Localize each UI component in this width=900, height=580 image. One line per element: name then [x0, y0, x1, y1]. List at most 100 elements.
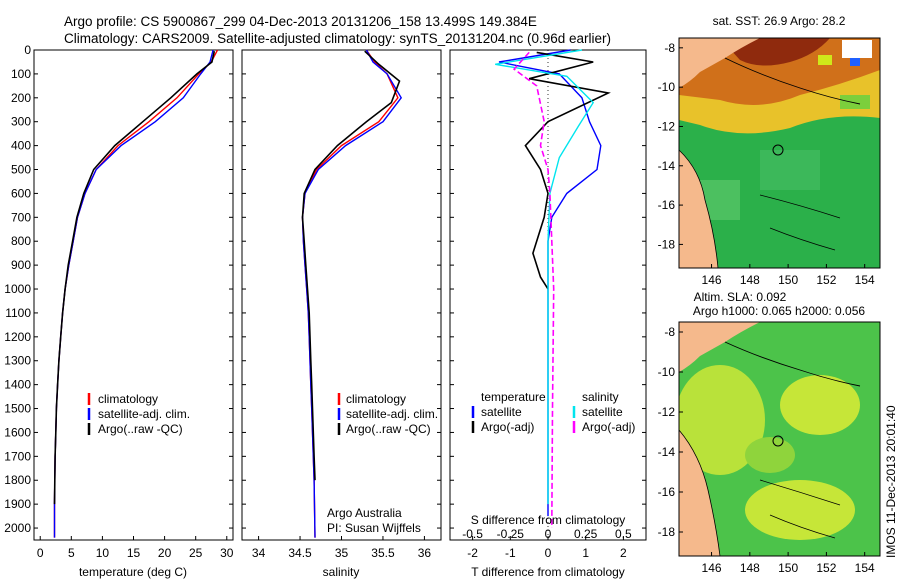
map-y-tick-label: -16 [658, 485, 676, 499]
map-y-tick-label: -14 [658, 445, 676, 459]
sla-map-frame [678, 321, 881, 557]
x-tick-label: 1 [582, 546, 589, 560]
sla-map-title-2: Argo h1000: 0.065 h2000: 0.056 [693, 304, 865, 318]
x-tick-label: 2 [620, 546, 627, 560]
map-x-tick-label: 152 [816, 273, 836, 287]
y-tick-label: 1200 [4, 330, 31, 344]
s-difference-label: S difference from climatology [471, 513, 626, 527]
sla-mid-patch [745, 437, 795, 473]
sla-map-title-1: Altim. SLA: 0.092 [694, 290, 787, 304]
top-tick-label: 0.25 [574, 527, 598, 541]
map-y-tick-label: -14 [658, 159, 676, 173]
y-tick-label: 100 [11, 67, 31, 81]
map-y-tick-label: -12 [658, 405, 676, 419]
legend-label-temp-satellite: satellite [481, 405, 522, 419]
top-tick-label: -0.5 [462, 527, 483, 541]
sla-coastline [724, 341, 861, 387]
map-x-tick-label: 154 [855, 273, 875, 287]
legend-label-temp-argo: Argo(-adj) [481, 420, 534, 434]
x-tick-label: 34 [252, 546, 266, 560]
y-tick-label: 300 [11, 115, 31, 129]
y-tick-label: 2000 [4, 521, 31, 535]
top-tick-label: -0.25 [497, 527, 525, 541]
sst-patch [760, 150, 820, 190]
difference-legend: temperature salinity satellite Argo(-adj… [471, 390, 635, 434]
x-tick-label: 0 [37, 546, 44, 560]
y-tick-label: 1000 [4, 282, 31, 296]
series-line-2 [53, 51, 216, 505]
salinity-axes [241, 49, 442, 541]
x-tick-label: -2 [467, 546, 478, 560]
map-x-tick-label: 148 [740, 273, 760, 287]
sla-reef [759, 479, 841, 539]
sst-patch [842, 40, 872, 58]
map-x-tick-label: 152 [816, 561, 836, 575]
series-line-2 [301, 50, 401, 481]
sst-map-frame [678, 37, 881, 269]
y-tick-label: 1600 [4, 425, 31, 439]
y-tick-label: 1700 [4, 449, 31, 463]
map-y-tick-label: -8 [664, 325, 675, 339]
argo-location-marker [772, 144, 784, 156]
temperature-legend: climatology satellite-adj. clim. Argo(..… [87, 392, 190, 436]
y-tick-label: 1100 [5, 306, 31, 320]
map-y-tick-label: -10 [658, 365, 676, 379]
map-x-tick-label: 150 [778, 561, 798, 575]
header-line-2: Climatology: CARS2009. Satellite-adjuste… [64, 31, 611, 46]
sst-patch [818, 55, 832, 65]
y-tick-label: 500 [11, 163, 31, 177]
top-tick-label: 0 [545, 527, 552, 541]
x-tick-label: 35.5 [371, 546, 395, 560]
y-tick-label: 0 [24, 43, 31, 57]
salinity-panel: 34 34.5 35 35.5 36 climatology satellite-adj… [241, 49, 442, 579]
sla-land-australia [679, 429, 721, 556]
map-y-tick-label: -18 [658, 525, 676, 539]
y-tick-label: 1400 [4, 378, 31, 392]
map-y-tick-label: -18 [658, 237, 676, 251]
x-tick-label: 36 [418, 546, 432, 560]
x-tick-label: 25 [189, 546, 203, 560]
legend-label-sal-satellite: satellite [582, 405, 623, 419]
sst-land [679, 38, 760, 88]
sst-patch [840, 95, 870, 109]
x-tick-label: 0 [545, 546, 552, 560]
legend-title-temperature: temperature [481, 390, 546, 404]
salinity-legend: climatology satellite-adj. clim. Argo(..… [337, 392, 438, 436]
x-tick-label: 34.5 [288, 546, 312, 560]
sst-coastline [724, 57, 861, 105]
argo-location-marker [772, 435, 784, 447]
y-tick-label: 1500 [4, 402, 31, 416]
x-tick-label: 15 [127, 546, 141, 560]
salinity-xlabel: salinity [323, 565, 360, 579]
legend-label-climatology: climatology [346, 392, 406, 406]
y-tick-label: 1800 [4, 473, 31, 487]
y-tick-label: 600 [11, 186, 31, 200]
y-tick-label: 700 [11, 210, 31, 224]
legend-label-satellite: satellite-adj. clim. [98, 407, 190, 421]
y-tick-label: 400 [11, 139, 31, 153]
x-tick-label: -1 [505, 546, 516, 560]
y-tick-label: 1900 [4, 497, 31, 511]
map-y-tick-label: -16 [658, 198, 676, 212]
x-tick-label: 20 [158, 546, 172, 560]
map-x-tick-label: 148 [740, 561, 760, 575]
sst-hottest-band [720, 38, 830, 66]
y-tick-label: 1300 [4, 354, 31, 368]
diff-series-line-2 [495, 49, 595, 505]
diff-series-line-3 [512, 51, 555, 529]
x-tick-label: 10 [96, 546, 110, 560]
temperature-xlabel: temperature (deg C) [79, 565, 187, 579]
map-y-tick-label: -10 [658, 80, 676, 94]
sst-land-australia [679, 149, 719, 268]
legend-label-satellite: satellite-adj. clim. [346, 407, 438, 421]
x-tick-label: 30 [220, 546, 234, 560]
header-line-1: Argo profile: CS 5900867_299 04-Dec-2013… [64, 14, 537, 29]
legend-title-salinity: salinity [582, 390, 619, 404]
y-tick-label: 200 [11, 91, 31, 105]
x-tick-label: 35 [335, 546, 349, 560]
temperature-panel: 0 5 10 15 20 25 30 0 100 200 300 400 500 600 700 800 90… [4, 43, 233, 579]
difference-panel: -2 -1 0 1 2 temperature salinity satellite A… [449, 49, 647, 579]
t-difference-label: T difference from climatology [471, 565, 625, 579]
sla-high-patch [679, 365, 765, 475]
map-y-tick-label: -8 [664, 41, 675, 55]
